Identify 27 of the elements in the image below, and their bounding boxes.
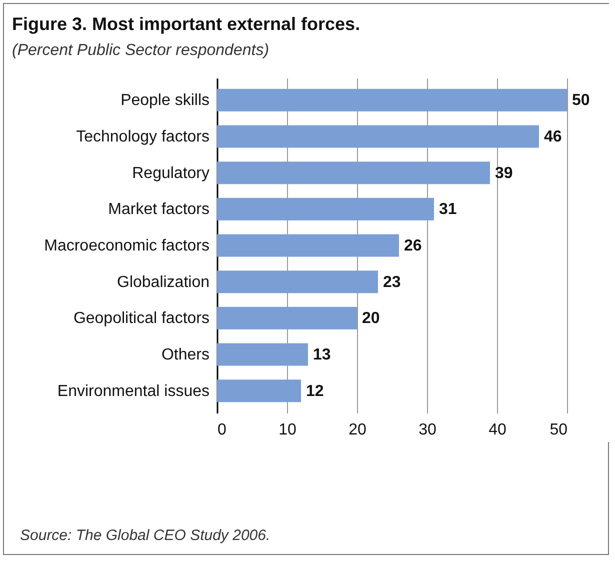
x-tick-label: 30 [418, 422, 436, 438]
data-label: 13 [313, 346, 331, 364]
data-label: 50 [572, 92, 590, 110]
data-label: 12 [306, 382, 324, 400]
data-label: 39 [495, 164, 513, 182]
data-label: 23 [383, 274, 401, 291]
chart-subtitle: (Percent Public Sector respondents) [12, 42, 270, 59]
y-tick-label: Geopolitical factors [73, 310, 210, 328]
data-label: 26 [404, 238, 422, 254]
data-label: 31 [439, 201, 457, 218]
y-tick-label: Others [161, 346, 210, 364]
data-label: 46 [544, 128, 562, 146]
y-tick-label: Regulatory [132, 164, 210, 182]
y-tick-label: Macroeconomic factors [44, 238, 210, 254]
y-tick-label: People skills [120, 92, 210, 110]
x-tick-label: 20 [348, 422, 366, 438]
y-tick-label: Market factors [108, 201, 210, 218]
chart-title: Figure 3. Most important external forces. [12, 14, 360, 34]
x-tick-label: 50 [550, 422, 568, 438]
y-tick-label: Environmental issues [57, 382, 210, 400]
x-tick-label: 0 [218, 422, 226, 438]
x-tick-label: 40 [488, 422, 506, 438]
source-note: Source: The Global CEO Study 2006. [20, 527, 270, 544]
y-tick-label: Globalization [117, 274, 210, 291]
y-tick-label: Technology factors [76, 128, 210, 146]
data-label: 20 [362, 310, 380, 328]
x-tick-label: 10 [278, 422, 296, 438]
